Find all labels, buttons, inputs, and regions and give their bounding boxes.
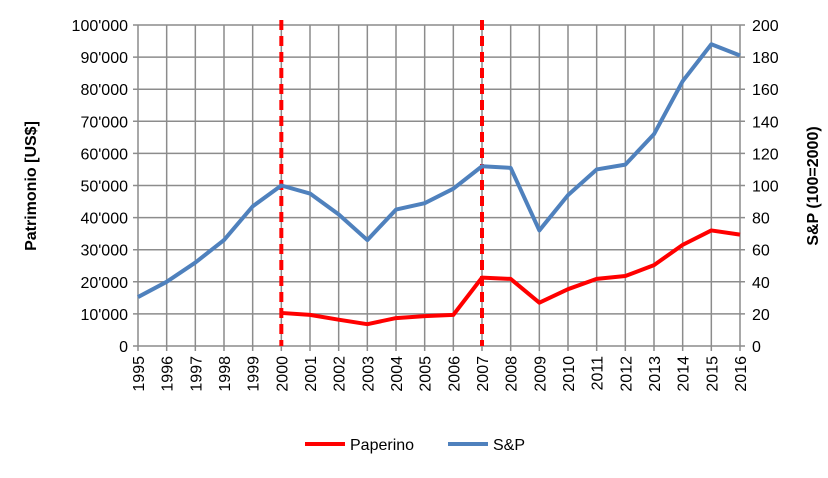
x-tick-label: 2007 xyxy=(475,356,492,392)
y-right-tick-label: 160 xyxy=(752,82,779,99)
legend-label-sp: S&P xyxy=(493,437,525,454)
x-tick-label: 2013 xyxy=(647,356,664,392)
y-right-tick-label: 40 xyxy=(752,275,770,292)
x-tick-label: 2010 xyxy=(561,356,578,392)
series-line-sp xyxy=(138,44,740,297)
legend: Paperino S&P xyxy=(305,437,525,454)
x-tick-label: 2002 xyxy=(332,356,349,392)
x-tick-label: 1996 xyxy=(160,356,177,392)
x-tick-label: 2014 xyxy=(676,356,693,392)
y-right-tick-label: 60 xyxy=(752,243,770,260)
vertical-markers xyxy=(281,20,482,346)
x-tick-label: 2006 xyxy=(446,356,463,392)
y-tick-label: 60'000 xyxy=(80,146,128,163)
x-tick-label: 2001 xyxy=(303,356,320,392)
y-tick-label: 100'000 xyxy=(72,18,129,35)
y-right-tick-label: 180 xyxy=(752,50,779,67)
y-right-tick-label: 80 xyxy=(752,211,770,228)
x-tick-label: 2011 xyxy=(590,356,607,391)
y-right-tick-label: 140 xyxy=(752,114,779,131)
x-tick-label: 2005 xyxy=(418,356,435,392)
y-tick-label: 90'000 xyxy=(80,50,128,67)
y-tick-label: 10'000 xyxy=(80,307,128,324)
grid xyxy=(133,25,745,351)
y-tick-label: 70'000 xyxy=(80,114,128,131)
x-tick-label: 2012 xyxy=(618,356,635,392)
x-tick-label: 1995 xyxy=(131,356,148,392)
x-tick-label: 2004 xyxy=(389,356,406,392)
x-tick-label: 2016 xyxy=(733,356,750,392)
legend-label-paperino: Paperino xyxy=(350,437,414,454)
y-axis-right-label: S&P (100=2000) xyxy=(805,126,822,245)
y-tick-label: 30'000 xyxy=(80,243,128,260)
x-tick-label: 1998 xyxy=(217,356,234,392)
y-tick-label: 40'000 xyxy=(80,211,128,228)
y-tick-label: 20'000 xyxy=(80,275,128,292)
y-axis-label: Patrimonio [US$] xyxy=(23,121,40,251)
y-right-tick-label: 200 xyxy=(752,18,779,35)
y-tick-label: 0 xyxy=(119,339,128,356)
x-tick-label: 2000 xyxy=(274,356,291,392)
x-tick-label: 2015 xyxy=(704,356,721,392)
x-tick-label: 1997 xyxy=(188,356,205,392)
x-tick-label: 2003 xyxy=(360,356,377,392)
y-tick-label: 50'000 xyxy=(80,179,128,196)
x-tick-label: 2009 xyxy=(532,356,549,392)
x-tick-label: 1999 xyxy=(246,356,263,392)
y-right-tick-label: 120 xyxy=(752,146,779,163)
y-right-tick-label: 0 xyxy=(752,339,761,356)
y-tick-label: 80'000 xyxy=(80,82,128,99)
y-right-tick-label: 20 xyxy=(752,307,770,324)
x-tick-label: 2008 xyxy=(504,356,521,392)
y-right-tick-label: 100 xyxy=(752,179,779,196)
